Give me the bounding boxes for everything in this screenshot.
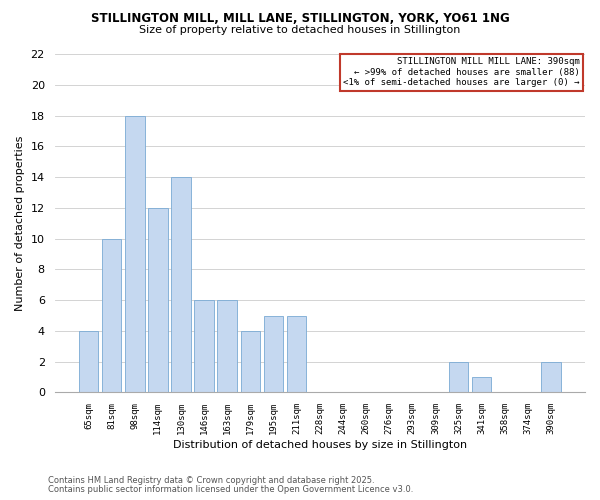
Bar: [287, 316, 307, 392]
Bar: [241, 331, 260, 392]
Bar: [194, 300, 214, 392]
Text: STILLINGTON MILL MILL LANE: 390sqm
← >99% of detached houses are smaller (88)
<1: STILLINGTON MILL MILL LANE: 390sqm ← >99…: [343, 58, 580, 87]
Text: STILLINGTON MILL, MILL LANE, STILLINGTON, YORK, YO61 1NG: STILLINGTON MILL, MILL LANE, STILLINGTON…: [91, 12, 509, 26]
Text: Contains public sector information licensed under the Open Government Licence v3: Contains public sector information licen…: [48, 485, 413, 494]
Bar: [472, 377, 491, 392]
Bar: [148, 208, 167, 392]
Bar: [217, 300, 237, 392]
Bar: [79, 331, 98, 392]
Bar: [102, 238, 121, 392]
Y-axis label: Number of detached properties: Number of detached properties: [15, 136, 25, 311]
X-axis label: Distribution of detached houses by size in Stillington: Distribution of detached houses by size …: [173, 440, 467, 450]
Bar: [171, 177, 191, 392]
Bar: [449, 362, 469, 392]
Bar: [125, 116, 145, 392]
Bar: [263, 316, 283, 392]
Text: Size of property relative to detached houses in Stillington: Size of property relative to detached ho…: [139, 25, 461, 35]
Bar: [541, 362, 561, 392]
Text: Contains HM Land Registry data © Crown copyright and database right 2025.: Contains HM Land Registry data © Crown c…: [48, 476, 374, 485]
